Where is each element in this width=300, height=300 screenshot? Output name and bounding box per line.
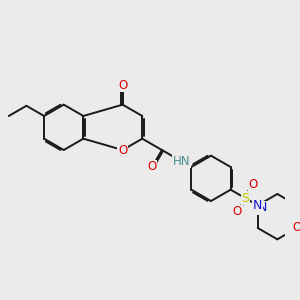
Text: N: N xyxy=(253,199,262,212)
Text: N: N xyxy=(257,201,267,214)
Text: HN: HN xyxy=(173,155,190,168)
Text: O: O xyxy=(233,206,242,218)
Text: S: S xyxy=(242,192,249,205)
Text: O: O xyxy=(249,178,258,191)
Text: O: O xyxy=(118,79,127,92)
Text: O: O xyxy=(292,221,300,235)
Text: O: O xyxy=(118,143,127,157)
Text: O: O xyxy=(148,160,157,173)
